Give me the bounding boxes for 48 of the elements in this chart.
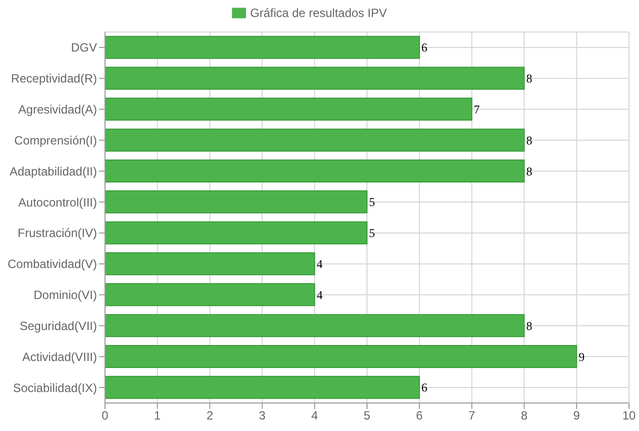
x-tick-label: 5: [364, 408, 371, 423]
y-tick-label: Autocontrol(III): [18, 195, 97, 210]
data-label: 8: [526, 164, 532, 178]
bar: [105, 314, 525, 338]
bar: [105, 344, 578, 368]
data-label: 8: [526, 318, 532, 333]
bar: [105, 376, 420, 399]
data-label: 9: [578, 350, 585, 364]
x-tick-label: 4: [311, 408, 318, 423]
bar: [105, 283, 316, 306]
x-tick-label: 6: [416, 408, 424, 423]
data-label: 4: [316, 288, 323, 302]
data-label: 7: [474, 102, 480, 116]
y-tick-label: Receptividad(R): [10, 72, 97, 86]
x-tick-label: 10: [622, 408, 636, 423]
x-tick-label: 3: [258, 408, 266, 423]
x-tick-label: 1: [154, 408, 162, 423]
y-tick-label: Seguridad(VII): [20, 318, 97, 333]
x-tick-label: 9: [573, 408, 580, 423]
y-tick-label: Sociabilidad(IX): [12, 380, 97, 395]
data-label: 8: [526, 133, 532, 148]
bar: [105, 98, 472, 121]
data-label: 5: [369, 226, 375, 240]
y-tick-label: Comprensión(I): [14, 133, 97, 148]
x-tick-label: 2: [206, 408, 214, 423]
data-label: 6: [421, 380, 428, 395]
bar: [105, 36, 420, 59]
bar: [105, 190, 368, 214]
y-tick-label: Agresividad(A): [18, 102, 97, 117]
y-tick-label: Adaptabilidad(II): [10, 164, 97, 178]
bar: [105, 221, 368, 244]
data-label: 5: [369, 195, 375, 210]
data-label: 4: [316, 257, 323, 272]
bar: [105, 252, 316, 276]
bar: [105, 66, 525, 90]
y-tick-label: Frustración(IV): [18, 226, 97, 240]
legend-label: Gráfica de resultados IPV: [250, 6, 387, 20]
y-tick-label: DGV: [70, 40, 97, 55]
x-tick-label: 0: [102, 408, 109, 423]
data-label: 8: [526, 72, 532, 86]
y-tick-label: Dominio(VI): [34, 288, 97, 302]
data-label: 6: [421, 40, 428, 55]
x-tick-label: 8: [520, 408, 528, 423]
x-tick-label: 7: [468, 408, 476, 423]
y-tick-label: Actividad(VIII): [22, 350, 97, 364]
bar: [105, 159, 525, 182]
y-tick-label: Combatividad(V): [8, 257, 97, 272]
bar: [105, 128, 525, 152]
